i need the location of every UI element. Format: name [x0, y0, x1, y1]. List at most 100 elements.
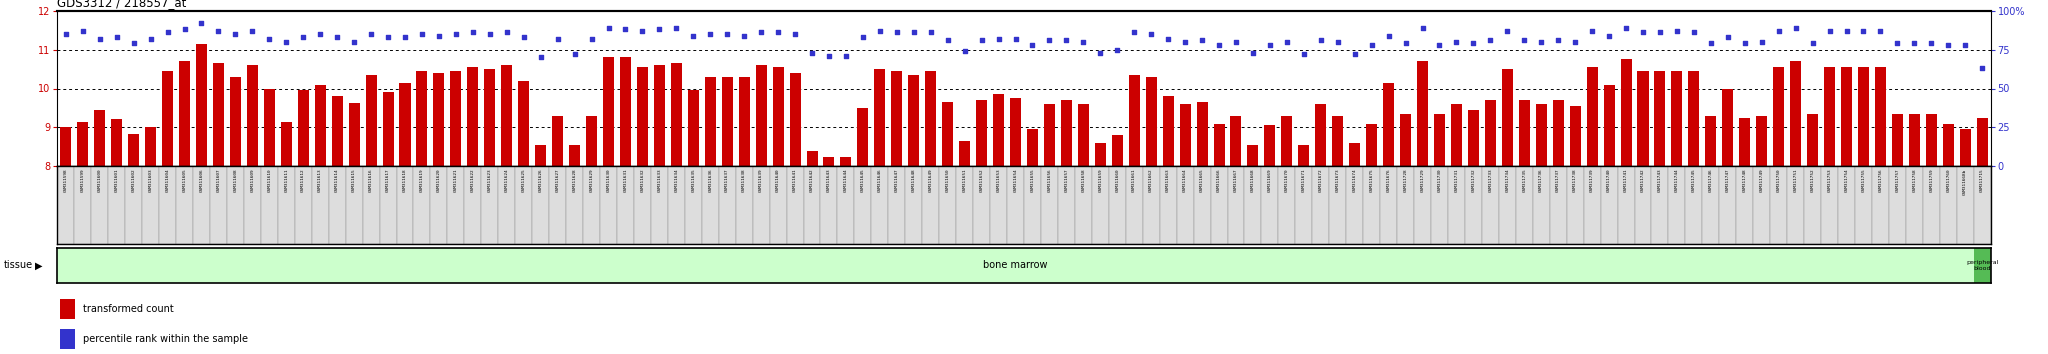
Point — [219, 31, 252, 37]
Bar — [1739, 118, 1751, 166]
Text: GSM311657: GSM311657 — [1065, 169, 1069, 192]
Bar — [328, 166, 346, 244]
Point — [897, 30, 930, 35]
Bar — [1939, 166, 1956, 244]
Text: bone marrow: bone marrow — [983, 261, 1049, 270]
Text: GSM311672: GSM311672 — [1319, 169, 1323, 192]
Bar — [1092, 166, 1108, 244]
Bar — [1806, 114, 1819, 166]
Text: GSM311760: GSM311760 — [1946, 169, 1950, 192]
Text: GSM311625: GSM311625 — [522, 169, 526, 192]
Text: GSM311624: GSM311624 — [504, 169, 508, 192]
Bar — [1550, 166, 1567, 244]
Text: percentile rank within the sample: percentile rank within the sample — [82, 334, 248, 344]
Point — [1337, 51, 1370, 57]
Bar — [1227, 166, 1245, 244]
Bar — [1855, 166, 1872, 244]
Bar — [1112, 135, 1122, 166]
Bar — [1671, 71, 1681, 166]
Bar — [264, 88, 274, 166]
Bar — [1040, 166, 1059, 244]
Bar — [315, 85, 326, 166]
Text: GSM311632: GSM311632 — [641, 169, 645, 192]
Bar — [823, 156, 834, 166]
Bar — [178, 61, 190, 166]
Text: GSM311731: GSM311731 — [1454, 169, 1458, 192]
Point — [1729, 40, 1761, 46]
Point — [371, 34, 403, 40]
Text: GSM311755: GSM311755 — [1862, 169, 1866, 192]
Point — [678, 33, 711, 38]
Bar — [1468, 110, 1479, 166]
Bar — [162, 71, 174, 166]
Bar — [1159, 166, 1178, 244]
Text: GSM311652: GSM311652 — [979, 169, 983, 192]
Bar — [1638, 71, 1649, 166]
Bar — [1448, 166, 1464, 244]
Text: GSM311629: GSM311629 — [590, 169, 594, 192]
Bar — [772, 67, 784, 166]
Text: GSM311728: GSM311728 — [1403, 169, 1407, 192]
Bar — [1907, 166, 1923, 244]
Text: GSM311603: GSM311603 — [150, 169, 154, 192]
Bar — [1520, 100, 1530, 166]
Point — [1270, 39, 1303, 45]
Point — [541, 36, 573, 41]
Point — [881, 30, 913, 35]
Point — [422, 33, 455, 38]
Text: GSM311658: GSM311658 — [1081, 169, 1085, 192]
Text: GSM311749: GSM311749 — [1759, 169, 1763, 192]
Point — [508, 34, 541, 40]
Point — [1456, 40, 1489, 46]
Point — [1761, 28, 1794, 34]
Bar — [1956, 166, 1974, 244]
Text: GSM311756: GSM311756 — [1878, 169, 1882, 192]
Text: GSM311750: GSM311750 — [1778, 169, 1780, 192]
Bar — [565, 166, 584, 244]
Bar — [125, 166, 141, 244]
Text: GSM311645: GSM311645 — [860, 169, 864, 192]
Point — [983, 36, 1016, 41]
Point — [135, 36, 168, 41]
Bar — [1210, 166, 1227, 244]
Bar — [684, 166, 702, 244]
Bar — [1925, 114, 1937, 166]
Bar — [1620, 59, 1632, 166]
Point — [1610, 25, 1642, 30]
Bar — [1075, 166, 1092, 244]
Text: GSM311743: GSM311743 — [1659, 169, 1663, 192]
Bar — [1282, 116, 1292, 166]
Bar — [1432, 166, 1448, 244]
Bar — [78, 122, 88, 166]
Bar — [1434, 114, 1446, 166]
Bar — [1026, 130, 1038, 166]
Text: GSM311628: GSM311628 — [573, 169, 578, 192]
Bar — [59, 329, 76, 349]
Bar — [1669, 166, 1686, 244]
Point — [1288, 51, 1321, 57]
Text: GSM311745: GSM311745 — [1692, 169, 1696, 192]
Bar — [688, 91, 698, 166]
Text: GSM311611: GSM311611 — [285, 169, 289, 192]
Bar — [57, 166, 74, 244]
Point — [948, 48, 981, 54]
Text: GSM311598: GSM311598 — [63, 169, 68, 192]
Point — [559, 51, 592, 57]
Point — [338, 39, 371, 45]
Bar — [129, 135, 139, 166]
Point — [727, 33, 760, 38]
Bar — [1923, 166, 1939, 244]
Bar — [1350, 143, 1360, 166]
Point — [762, 30, 795, 35]
Bar — [1702, 166, 1720, 244]
Text: GSM311752: GSM311752 — [1810, 169, 1815, 192]
Text: GSM311759: GSM311759 — [1929, 169, 1933, 192]
Text: GSM311633: GSM311633 — [657, 169, 662, 192]
Bar — [176, 166, 193, 244]
Bar — [1010, 98, 1022, 166]
Text: GSM311744: GSM311744 — [1675, 169, 1679, 192]
Point — [1593, 33, 1626, 38]
Bar — [821, 166, 838, 244]
Bar — [602, 57, 614, 166]
Point — [659, 25, 692, 30]
